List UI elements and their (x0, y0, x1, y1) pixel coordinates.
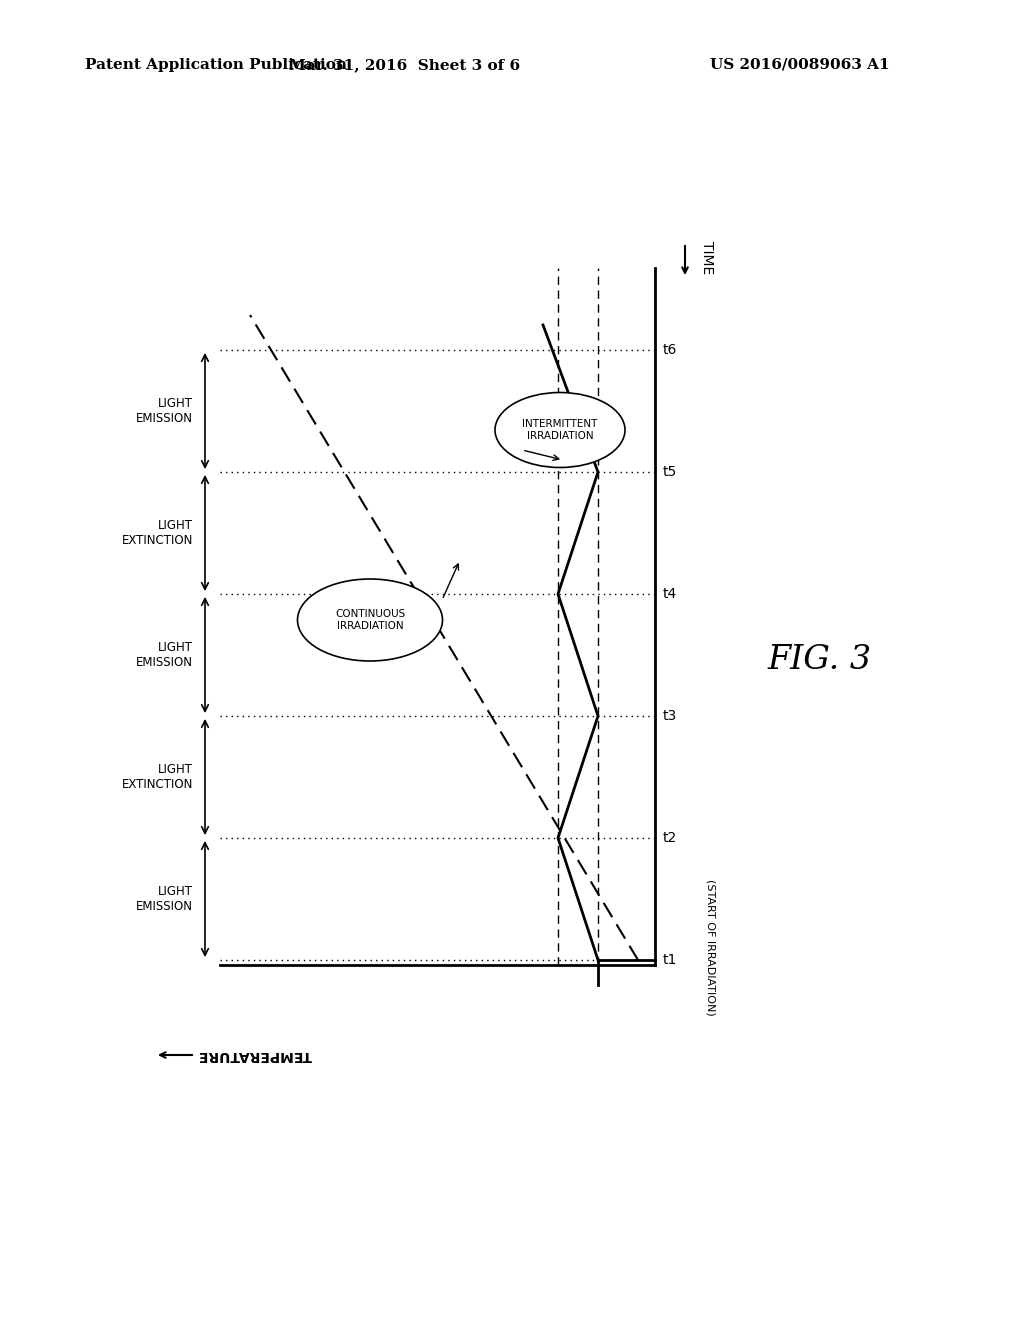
Ellipse shape (495, 392, 625, 467)
Text: Patent Application Publication: Patent Application Publication (85, 58, 347, 73)
Text: t4: t4 (663, 587, 677, 601)
Ellipse shape (298, 579, 442, 661)
Text: TEMPERATURE: TEMPERATURE (198, 1048, 312, 1063)
Text: Mar. 31, 2016  Sheet 3 of 6: Mar. 31, 2016 Sheet 3 of 6 (290, 58, 520, 73)
Text: LIGHT
EMISSION: LIGHT EMISSION (136, 397, 193, 425)
Text: t6: t6 (663, 343, 677, 356)
Text: t1: t1 (663, 953, 677, 968)
Text: LIGHT
EMISSION: LIGHT EMISSION (136, 884, 193, 913)
Text: t3: t3 (663, 709, 677, 723)
Text: TIME: TIME (700, 242, 714, 275)
Text: LIGHT
EMISSION: LIGHT EMISSION (136, 642, 193, 669)
Text: t5: t5 (663, 465, 677, 479)
Text: CONTINUOUS
IRRADIATION: CONTINUOUS IRRADIATION (335, 610, 406, 631)
Text: FIG. 3: FIG. 3 (768, 644, 872, 676)
Text: LIGHT
EXTINCTION: LIGHT EXTINCTION (122, 763, 193, 791)
Text: (START OF IRRADIATION): (START OF IRRADIATION) (705, 879, 715, 1016)
Text: LIGHT
EXTINCTION: LIGHT EXTINCTION (122, 519, 193, 546)
Text: INTERMITTENT
IRRADIATION: INTERMITTENT IRRADIATION (522, 420, 598, 441)
Text: US 2016/0089063 A1: US 2016/0089063 A1 (711, 58, 890, 73)
Text: t2: t2 (663, 832, 677, 845)
